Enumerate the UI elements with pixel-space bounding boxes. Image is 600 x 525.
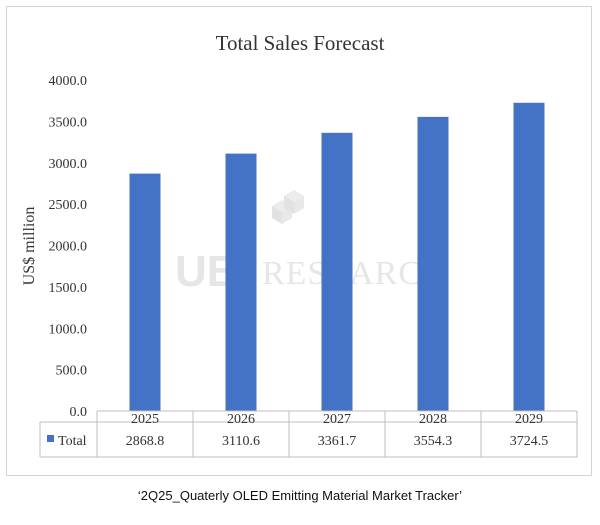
x-tick-label: 2029	[515, 412, 543, 427]
data-table: 2025 2868.8 2026 3110.6 2027 3361.7 2028 3554.3…	[39, 410, 578, 458]
watermark: UBI RESEARCH	[175, 190, 448, 296]
x-tick-label: 2028	[419, 412, 447, 427]
y-tick-label: 2000.0	[49, 240, 88, 255]
x-tick-label: 2027	[323, 412, 351, 427]
y-axis-ticks: 0.0 500.0 1000.0 1500.0 2000.0 2500.0 3000.0 35…	[49, 74, 88, 420]
y-tick-label: 0.0	[70, 405, 88, 420]
bar-2028	[417, 116, 449, 411]
table-value-cell: 2868.8	[126, 434, 165, 449]
x-tick-label: 2026	[227, 412, 255, 427]
source-caption: ‘2Q25_Quaterly OLED Emitting Material Ma…	[137, 488, 463, 503]
chart-frame	[6, 6, 592, 476]
x-tick-label: 2025	[131, 412, 159, 427]
table-value-cell: 3361.7	[318, 434, 357, 449]
y-tick-label: 1500.0	[49, 281, 88, 296]
y-tick-label: 2500.0	[49, 198, 88, 213]
watermark-text: RESEARCH	[262, 255, 448, 292]
chart-title: Total Sales Forecast	[216, 31, 385, 55]
bar-chart: UBI RESEARCH Total Sales Forecast US$ mi…	[21, 31, 578, 458]
bar-2026	[225, 153, 257, 412]
y-tick-label: 3000.0	[49, 157, 88, 172]
bar-2025	[129, 173, 161, 411]
y-tick-label: 500.0	[56, 364, 88, 379]
y-tick-label: 3500.0	[49, 115, 88, 130]
y-axis-label: US$ million	[21, 207, 38, 286]
y-tick-label: 4000.0	[49, 74, 88, 89]
legend-series-label: Total	[58, 434, 87, 449]
cube-logo-icon	[272, 190, 304, 224]
bars	[129, 102, 545, 412]
table-value-cell: 3724.5	[510, 434, 549, 449]
table-value-cell: 3554.3	[414, 434, 453, 449]
legend-key-icon	[47, 435, 54, 442]
bar-2029	[513, 102, 545, 412]
table-value-cell: 3110.6	[222, 434, 260, 449]
bar-2027	[321, 132, 353, 411]
y-tick-label: 1000.0	[49, 322, 88, 337]
